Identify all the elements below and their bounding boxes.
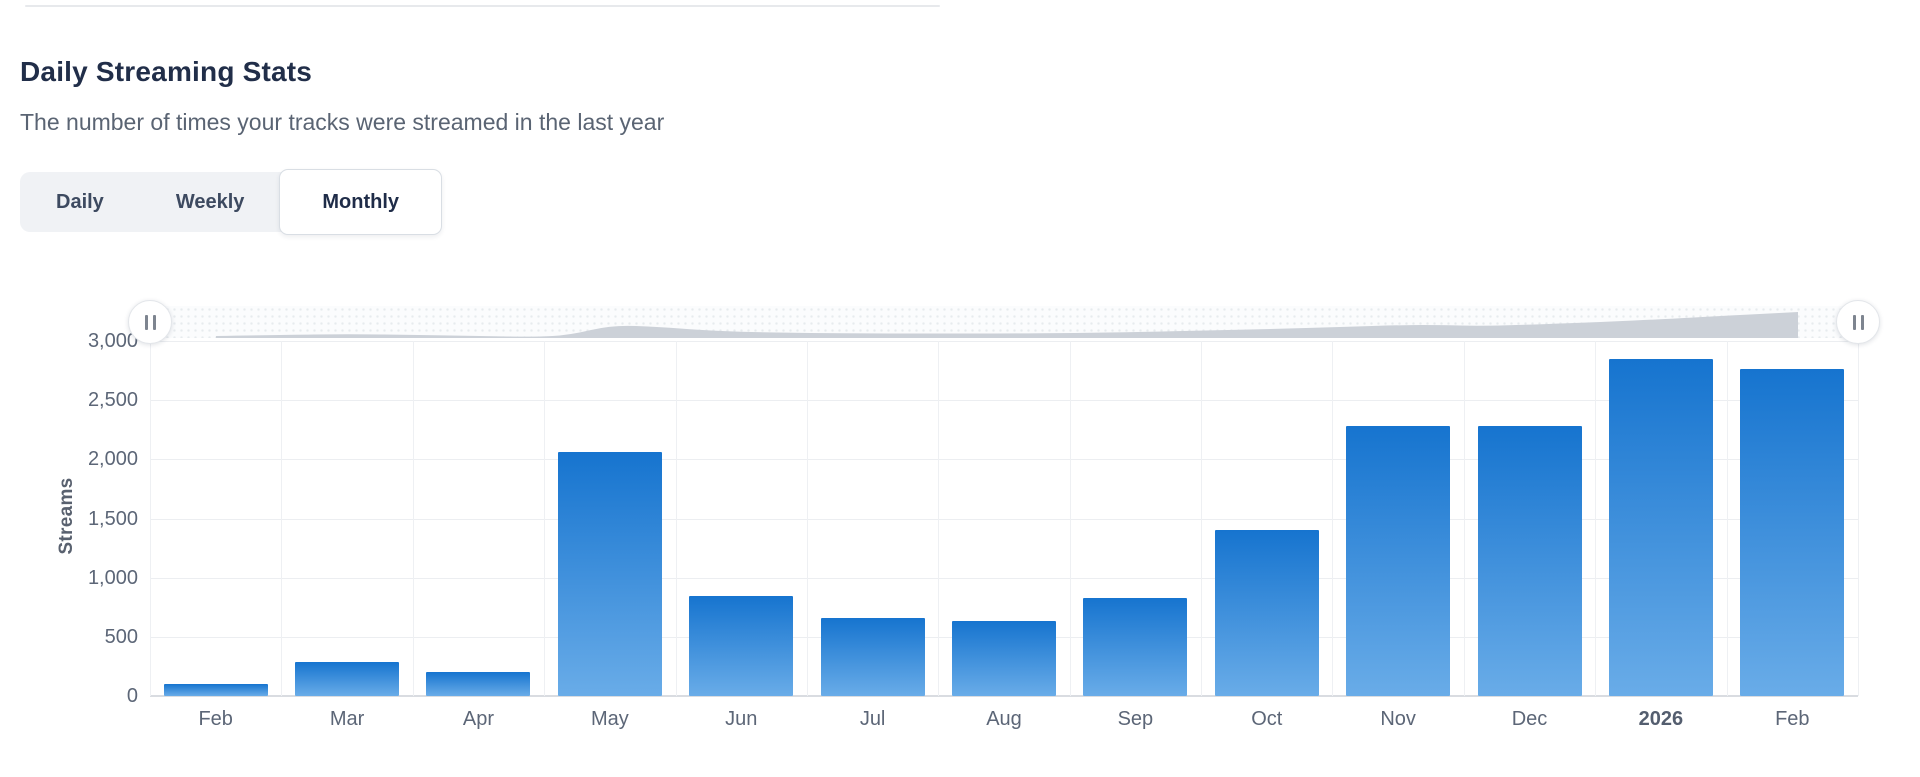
x-gridline	[150, 341, 151, 696]
bar-apr[interactable]	[426, 672, 531, 696]
x-gridline	[544, 341, 545, 696]
range-navigator-preview	[216, 312, 1798, 338]
pause-bars-icon	[144, 314, 148, 330]
x-gridline	[807, 341, 808, 696]
pause-bars-icon	[1860, 314, 1864, 330]
bar-feb[interactable]	[1740, 369, 1845, 696]
bar-feb[interactable]	[163, 684, 268, 696]
x-axis-label-may: May	[590, 708, 629, 730]
navigator-left-handle[interactable]	[128, 300, 172, 344]
tab-monthly[interactable]: Monthly	[279, 169, 443, 235]
x-axis-label-feb: Feb	[1775, 708, 1810, 730]
bar-oct[interactable]	[1214, 529, 1319, 696]
x-axis-label-nov: Nov	[1380, 708, 1416, 730]
x-gridline	[1332, 341, 1333, 696]
plot-area	[150, 341, 1859, 697]
y-tick-label: 0	[126, 685, 138, 707]
bar-mar[interactable]	[295, 662, 400, 696]
x-gridline	[1858, 341, 1859, 696]
y-gridline	[150, 518, 1858, 520]
x-axis-label-sep: Sep	[1117, 708, 1154, 730]
y-gridline	[150, 400, 1858, 402]
x-gridline	[1727, 341, 1728, 696]
page-title: Daily Streaming Stats	[20, 56, 313, 87]
x-gridline	[676, 341, 677, 696]
x-gridline	[413, 341, 414, 696]
y-gridline	[150, 459, 1858, 461]
bar-may[interactable]	[557, 452, 662, 696]
x-axis-label-oct: Oct	[1251, 708, 1283, 730]
section-divider	[25, 5, 940, 7]
x-axis-label-dec: Dec	[1511, 708, 1548, 730]
y-gridline	[150, 341, 1858, 342]
page-subtitle: The number of times your tracks were str…	[20, 109, 665, 135]
y-tick-label: 2,000	[87, 448, 138, 471]
x-gridline	[1070, 341, 1071, 696]
bar-aug[interactable]	[952, 620, 1056, 696]
y-gridline	[150, 577, 1858, 579]
x-axis-label-2026: 2026	[1638, 708, 1684, 730]
pause-bars-icon	[152, 314, 156, 330]
x-axis-label-jun: Jun	[725, 708, 758, 730]
y-tick-label: 1,500	[87, 507, 138, 530]
x-gridline	[1595, 341, 1596, 696]
bar-nov[interactable]	[1346, 426, 1451, 696]
y-tick-label: 1,000	[87, 566, 138, 589]
x-axis-label-apr: Apr	[462, 708, 495, 730]
bar-jun[interactable]	[689, 596, 794, 696]
tab-weekly[interactable]: Weekly	[175, 190, 245, 213]
bar-dec[interactable]	[1477, 426, 1582, 696]
x-axis-label-feb: Feb	[198, 708, 233, 730]
x-axis-label-mar: Mar	[329, 708, 365, 730]
x-gridline	[281, 341, 282, 696]
y-tick-label: 2,500	[87, 389, 138, 412]
y-tick-label: 3,000	[87, 330, 138, 352]
x-gridline	[938, 341, 939, 696]
x-gridline	[1464, 341, 1465, 696]
bar-jul[interactable]	[820, 617, 925, 696]
tab-daily[interactable]: Daily	[56, 190, 104, 213]
bar-2026[interactable]	[1608, 359, 1713, 696]
interval-tab-group: Daily Weekly Monthly	[20, 169, 443, 235]
navigator-right-handle[interactable]	[1836, 300, 1880, 344]
x-axis-label-jul: Jul	[859, 708, 886, 730]
y-gridline	[150, 695, 1858, 697]
bar-sep[interactable]	[1083, 597, 1188, 696]
x-axis-label-aug: Aug	[986, 708, 1022, 730]
pause-bars-icon	[1852, 314, 1856, 330]
x-gridline	[1201, 341, 1202, 696]
y-tick-label: 500	[104, 625, 138, 648]
